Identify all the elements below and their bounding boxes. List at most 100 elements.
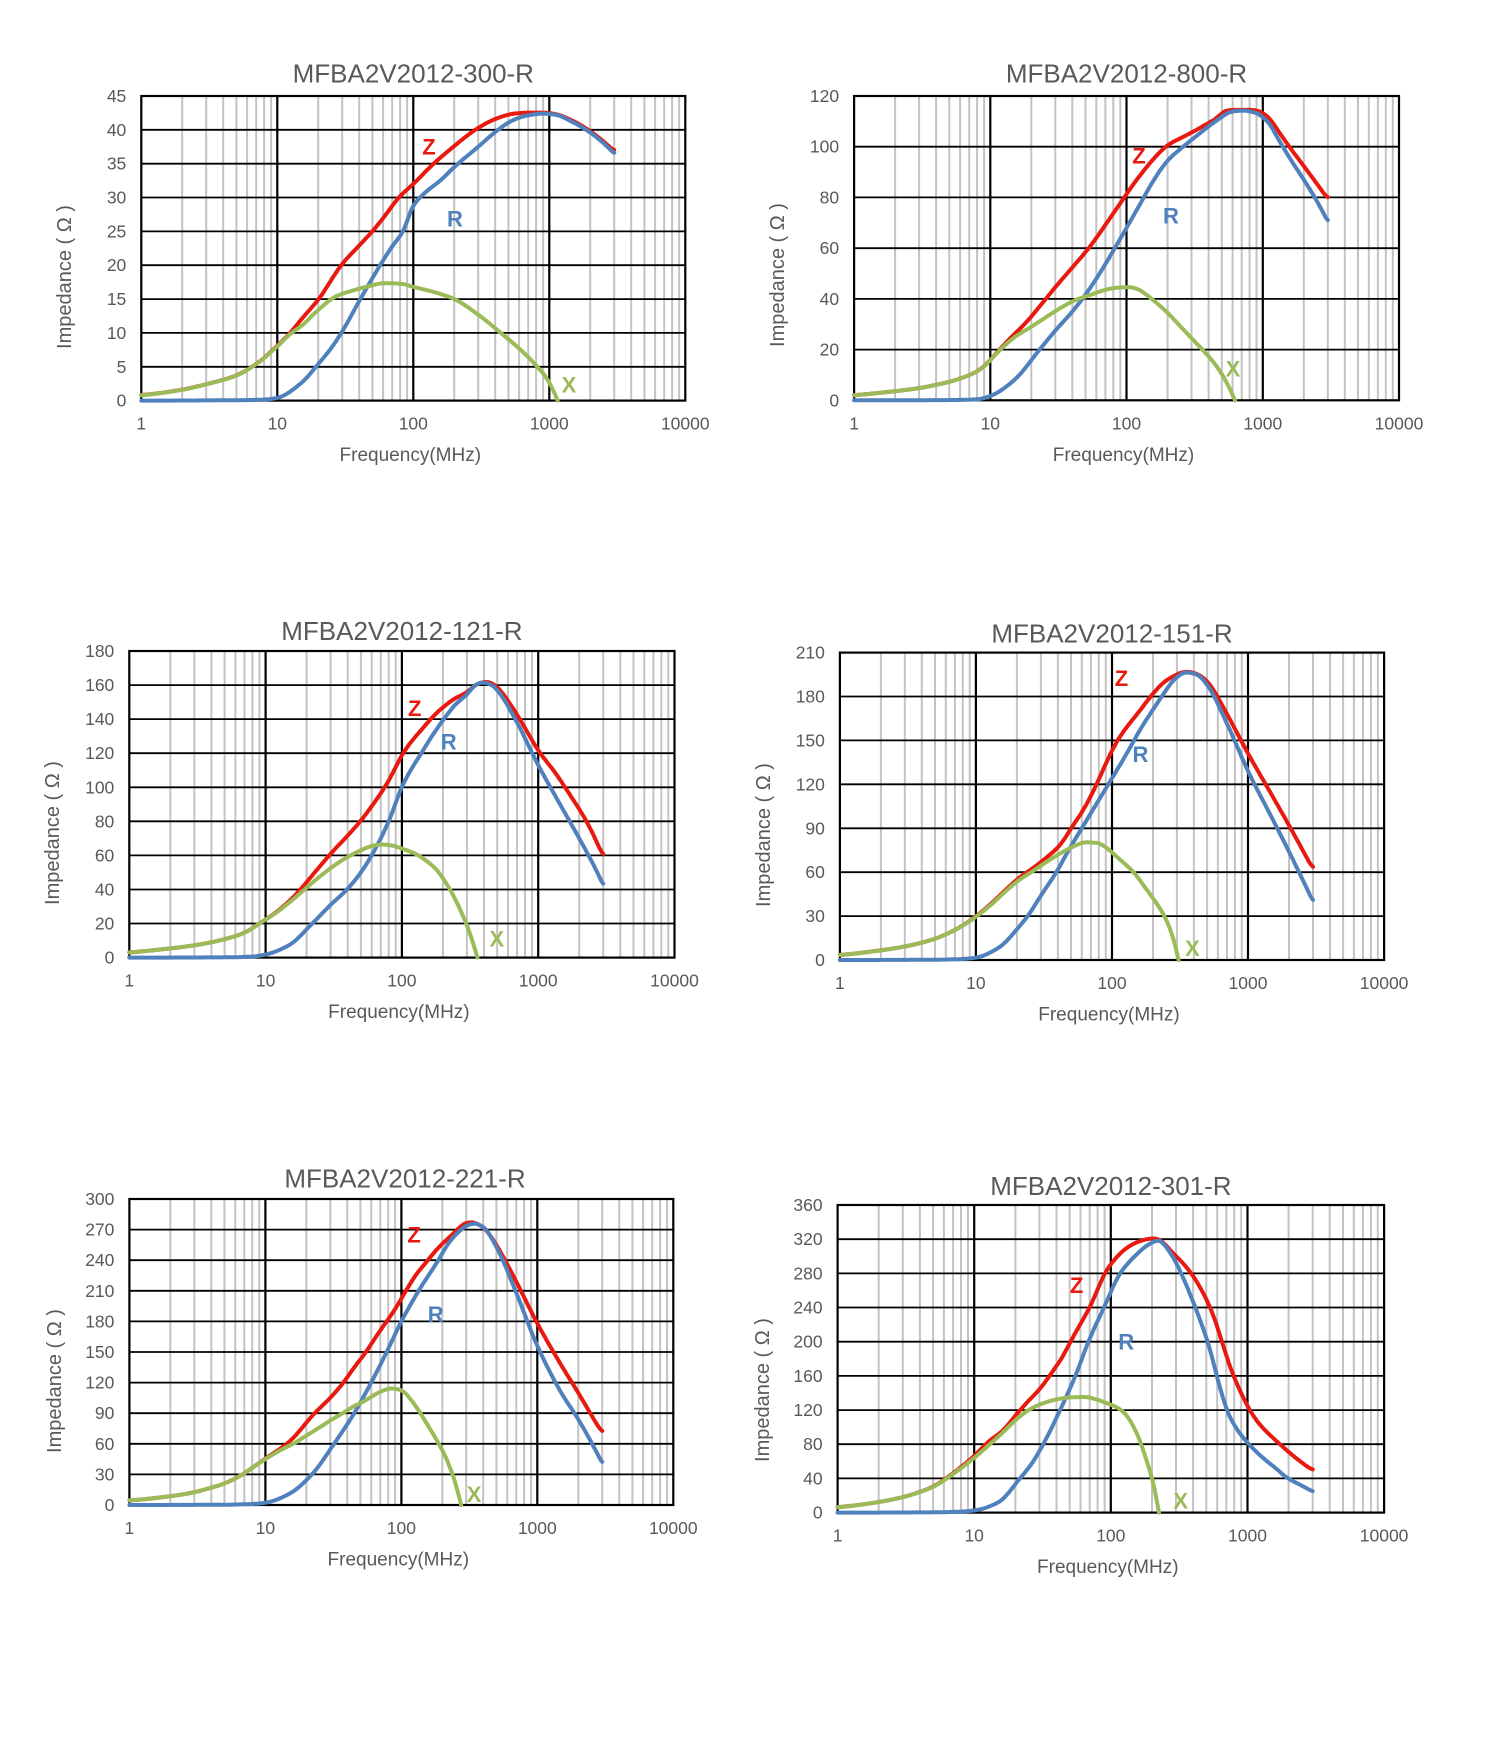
svg-text:1: 1 bbox=[849, 413, 859, 433]
svg-text:1: 1 bbox=[835, 973, 845, 993]
svg-text:Z: Z bbox=[1070, 1273, 1083, 1298]
svg-text:1: 1 bbox=[136, 414, 146, 434]
svg-text:Impedance ( Ω ): Impedance ( Ω ) bbox=[752, 1318, 774, 1462]
svg-text:40: 40 bbox=[95, 880, 115, 900]
svg-text:10: 10 bbox=[107, 323, 127, 343]
svg-text:Impedance ( Ω ): Impedance ( Ω ) bbox=[753, 763, 775, 907]
svg-text:360: 360 bbox=[793, 1195, 822, 1215]
svg-text:200: 200 bbox=[793, 1332, 822, 1352]
svg-text:Impedance ( Ω ): Impedance ( Ω ) bbox=[42, 761, 64, 905]
svg-text:40: 40 bbox=[803, 1468, 823, 1488]
svg-text:180: 180 bbox=[85, 1311, 114, 1331]
svg-text:40: 40 bbox=[107, 120, 127, 140]
svg-text:10000: 10000 bbox=[1360, 1526, 1409, 1546]
svg-text:1000: 1000 bbox=[1228, 1526, 1267, 1546]
svg-text:100: 100 bbox=[399, 414, 428, 434]
svg-text:Impedance ( Ω ): Impedance ( Ω ) bbox=[44, 1309, 66, 1453]
svg-text:100: 100 bbox=[387, 971, 416, 991]
svg-text:10000: 10000 bbox=[1375, 413, 1424, 433]
svg-text:30: 30 bbox=[107, 188, 127, 208]
svg-text:80: 80 bbox=[820, 187, 840, 207]
svg-text:20: 20 bbox=[107, 255, 127, 275]
svg-text:320: 320 bbox=[793, 1229, 822, 1249]
svg-text:10: 10 bbox=[981, 413, 1001, 433]
svg-text:0: 0 bbox=[105, 948, 115, 968]
svg-text:45: 45 bbox=[107, 86, 126, 106]
svg-text:10: 10 bbox=[256, 971, 276, 991]
svg-text:MFBA2V2012-301-R: MFBA2V2012-301-R bbox=[990, 1171, 1231, 1201]
svg-text:20: 20 bbox=[820, 340, 840, 360]
svg-text:160: 160 bbox=[793, 1366, 822, 1386]
svg-text:Z: Z bbox=[407, 1223, 420, 1248]
svg-text:X: X bbox=[489, 927, 504, 952]
svg-text:10000: 10000 bbox=[649, 1518, 698, 1538]
svg-text:1: 1 bbox=[124, 971, 134, 991]
svg-text:X: X bbox=[562, 373, 577, 398]
svg-text:270: 270 bbox=[85, 1220, 114, 1240]
svg-text:10000: 10000 bbox=[1360, 973, 1409, 993]
svg-text:0: 0 bbox=[813, 1503, 823, 1523]
svg-text:1: 1 bbox=[833, 1526, 843, 1546]
svg-text:Frequency(MHz): Frequency(MHz) bbox=[328, 1550, 469, 1571]
svg-text:60: 60 bbox=[805, 862, 825, 882]
svg-text:100: 100 bbox=[1112, 413, 1141, 433]
svg-text:10000: 10000 bbox=[661, 414, 710, 434]
svg-text:180: 180 bbox=[796, 687, 825, 707]
svg-text:120: 120 bbox=[793, 1400, 822, 1420]
svg-text:60: 60 bbox=[95, 1434, 115, 1454]
svg-text:X: X bbox=[1185, 936, 1200, 961]
svg-text:120: 120 bbox=[85, 1373, 114, 1393]
svg-text:240: 240 bbox=[793, 1298, 822, 1318]
svg-text:120: 120 bbox=[85, 743, 114, 763]
svg-text:Frequency(MHz): Frequency(MHz) bbox=[1053, 445, 1194, 466]
svg-text:R: R bbox=[428, 1302, 444, 1327]
svg-text:Z: Z bbox=[408, 696, 421, 721]
svg-text:MFBA2V2012-121-R: MFBA2V2012-121-R bbox=[281, 616, 522, 646]
svg-text:40: 40 bbox=[820, 289, 840, 309]
svg-text:Frequency(MHz): Frequency(MHz) bbox=[1038, 1005, 1179, 1026]
svg-text:R: R bbox=[441, 729, 457, 754]
svg-text:Frequency(MHz): Frequency(MHz) bbox=[328, 1002, 469, 1023]
svg-text:R: R bbox=[1132, 742, 1148, 767]
svg-text:1000: 1000 bbox=[530, 414, 569, 434]
svg-text:Frequency(MHz): Frequency(MHz) bbox=[1037, 1557, 1178, 1578]
svg-text:300: 300 bbox=[85, 1189, 114, 1209]
svg-text:15: 15 bbox=[107, 289, 126, 309]
svg-text:120: 120 bbox=[810, 86, 839, 106]
svg-text:100: 100 bbox=[85, 777, 114, 797]
svg-text:MFBA2V2012-800-R: MFBA2V2012-800-R bbox=[1006, 59, 1247, 89]
svg-text:Frequency(MHz): Frequency(MHz) bbox=[340, 445, 481, 466]
svg-text:100: 100 bbox=[1097, 973, 1126, 993]
svg-text:R: R bbox=[1118, 1330, 1134, 1355]
svg-text:25: 25 bbox=[107, 221, 126, 241]
svg-text:210: 210 bbox=[85, 1281, 114, 1301]
svg-text:150: 150 bbox=[85, 1342, 114, 1362]
svg-text:10: 10 bbox=[966, 973, 986, 993]
svg-text:Z: Z bbox=[1132, 144, 1145, 169]
svg-text:100: 100 bbox=[810, 137, 839, 157]
svg-text:90: 90 bbox=[95, 1403, 115, 1423]
svg-text:X: X bbox=[1173, 1488, 1188, 1513]
svg-text:35: 35 bbox=[107, 154, 126, 174]
svg-text:0: 0 bbox=[105, 1495, 115, 1515]
svg-text:MFBA2V2012-300-R: MFBA2V2012-300-R bbox=[293, 59, 534, 89]
svg-text:90: 90 bbox=[805, 818, 825, 838]
svg-text:MFBA2V2012-221-R: MFBA2V2012-221-R bbox=[284, 1163, 525, 1193]
svg-text:100: 100 bbox=[387, 1518, 416, 1538]
svg-text:Impedance ( Ω ): Impedance ( Ω ) bbox=[767, 203, 789, 347]
svg-text:160: 160 bbox=[85, 675, 114, 695]
svg-text:X: X bbox=[467, 1482, 482, 1507]
svg-text:10: 10 bbox=[256, 1518, 276, 1538]
svg-text:140: 140 bbox=[85, 709, 114, 729]
svg-text:1000: 1000 bbox=[1243, 413, 1282, 433]
svg-text:R: R bbox=[447, 207, 463, 232]
svg-text:120: 120 bbox=[796, 774, 825, 794]
svg-text:60: 60 bbox=[820, 238, 840, 258]
svg-text:0: 0 bbox=[815, 950, 825, 970]
svg-text:10: 10 bbox=[964, 1526, 984, 1546]
svg-text:X: X bbox=[1226, 357, 1241, 382]
svg-text:240: 240 bbox=[85, 1250, 114, 1270]
svg-text:180: 180 bbox=[85, 641, 114, 661]
svg-text:100: 100 bbox=[1096, 1526, 1125, 1546]
svg-text:Z: Z bbox=[1115, 666, 1128, 691]
